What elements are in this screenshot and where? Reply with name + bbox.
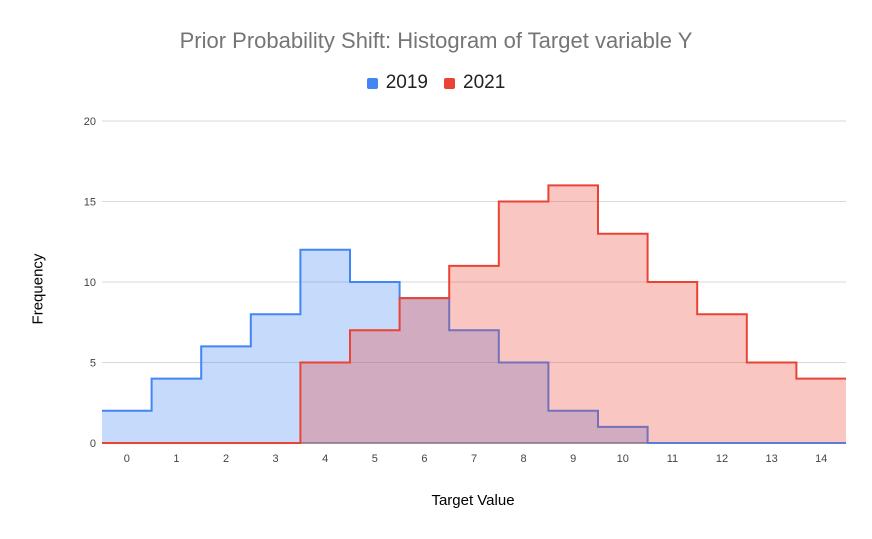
x-tick-label: 10 <box>617 453 629 465</box>
series-area-2021 <box>102 185 846 443</box>
legend-label-2021: 2021 <box>463 72 506 93</box>
x-axis-label: Target Value <box>431 492 515 509</box>
y-axis-label: Frequency <box>29 253 47 325</box>
x-tick-label: 11 <box>667 453 678 465</box>
chart-title: Prior Probability Shift: Histogram of Ta… <box>179 28 693 53</box>
x-tick-label: 9 <box>570 453 576 465</box>
legend-swatch-2019 <box>366 77 378 89</box>
legend-label-2019: 2019 <box>385 72 428 93</box>
x-tick-label: 0 <box>124 453 130 465</box>
x-tick-label: 7 <box>471 453 477 465</box>
x-tick-label: 12 <box>716 453 728 465</box>
series-area-2019 <box>102 249 846 443</box>
legend-item-2021[interactable]: 2021 <box>444 72 505 94</box>
x-tick-label: 13 <box>765 453 777 465</box>
x-tick-label: 1 <box>173 453 179 465</box>
x-tick-label: 3 <box>273 453 279 465</box>
legend: 2019 2021 <box>0 72 872 94</box>
y-tick-label: 15 <box>84 197 96 209</box>
series-line-2021 <box>102 184 846 444</box>
x-tick-label: 14 <box>815 453 827 465</box>
y-tick-label: 20 <box>84 116 96 128</box>
x-tick-label: 4 <box>322 453 328 465</box>
x-tick-label: 2 <box>223 453 229 465</box>
x-tick-label: 6 <box>421 453 427 465</box>
x-tick-label: 5 <box>372 453 378 465</box>
x-tick-label: 8 <box>521 453 527 465</box>
legend-item-2019[interactable]: 2019 <box>366 72 428 94</box>
y-tick-label: 0 <box>90 438 96 450</box>
legend-swatch-2021 <box>444 77 455 89</box>
y-tick-label: 5 <box>90 358 96 370</box>
y-tick-label: 10 <box>84 277 96 289</box>
